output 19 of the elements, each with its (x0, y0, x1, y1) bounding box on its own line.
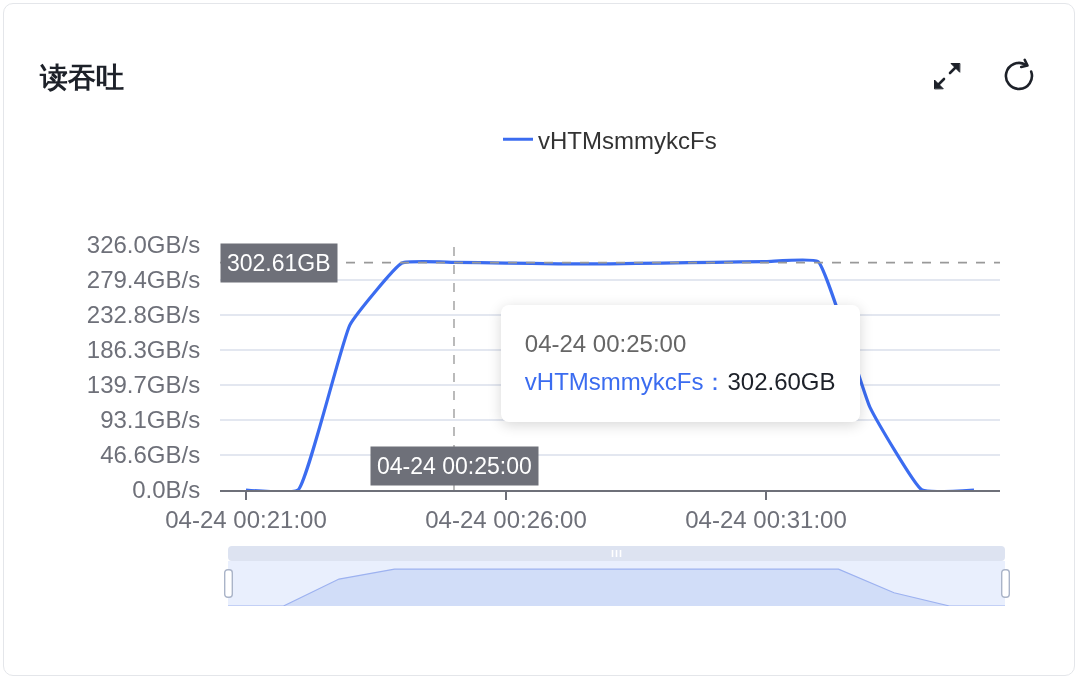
y-tick-label: 279.4GB/s (86, 266, 201, 294)
y-tick-label: 326.0GB/s (86, 231, 201, 259)
x-tick-label: 04-24 00:31:00 (685, 506, 847, 534)
y-tick-label: 93.1GB/s (100, 406, 201, 434)
ref-line-label: 302.61GB (227, 250, 331, 276)
y-tick-label: 46.6GB/s (100, 441, 201, 469)
annotation: 04-24 00:25:00 (524, 330, 687, 357)
tooltip: 04-24 00:25:00 vHTMsmmykcFs：302.60GB (500, 305, 860, 422)
annotation: 302.60GB (727, 368, 836, 396)
annotation: vHTMsmmykcFs： (524, 368, 728, 396)
y-tick-label: 139.7GB/s (86, 371, 201, 399)
x-tick-label: 04-24 00:21:00 (165, 506, 327, 534)
y-tick-label: 186.3GB/s (86, 336, 201, 364)
chart-title: 读吞吐 (39, 60, 124, 94)
y-tick-label: 232.8GB/s (86, 301, 201, 329)
ref-line-label: 04-24 00:25:00 (377, 453, 532, 479)
legend-label: vHTMsmmykcFs (538, 126, 717, 154)
y-tick-label: 0.0B/s (132, 476, 201, 504)
x-tick-label: 04-24 00:26:00 (425, 506, 587, 534)
